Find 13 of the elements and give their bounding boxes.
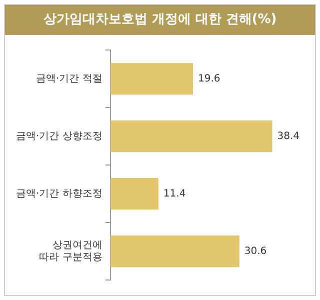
- bar: [110, 235, 240, 268]
- y-tick-label: 금액·기간 상향조정: [16, 130, 102, 142]
- y-tick-label: 상권여건에 따라 구분적용: [39, 240, 102, 263]
- bar: [110, 178, 158, 210]
- data-label: 19.6: [198, 73, 220, 84]
- y-tick-label: 금액·기간 하향조정: [16, 188, 102, 200]
- bar: [110, 62, 193, 95]
- bar: [110, 120, 272, 152]
- data-label: 30.6: [244, 246, 267, 257]
- chart-title: 상가임대차보호법 개정에 대한 견해(%): [5, 5, 315, 35]
- data-label: 38.4: [277, 130, 300, 142]
- y-tick-label: 금액·기간 적절: [36, 73, 102, 84]
- data-label: 11.4: [163, 188, 186, 200]
